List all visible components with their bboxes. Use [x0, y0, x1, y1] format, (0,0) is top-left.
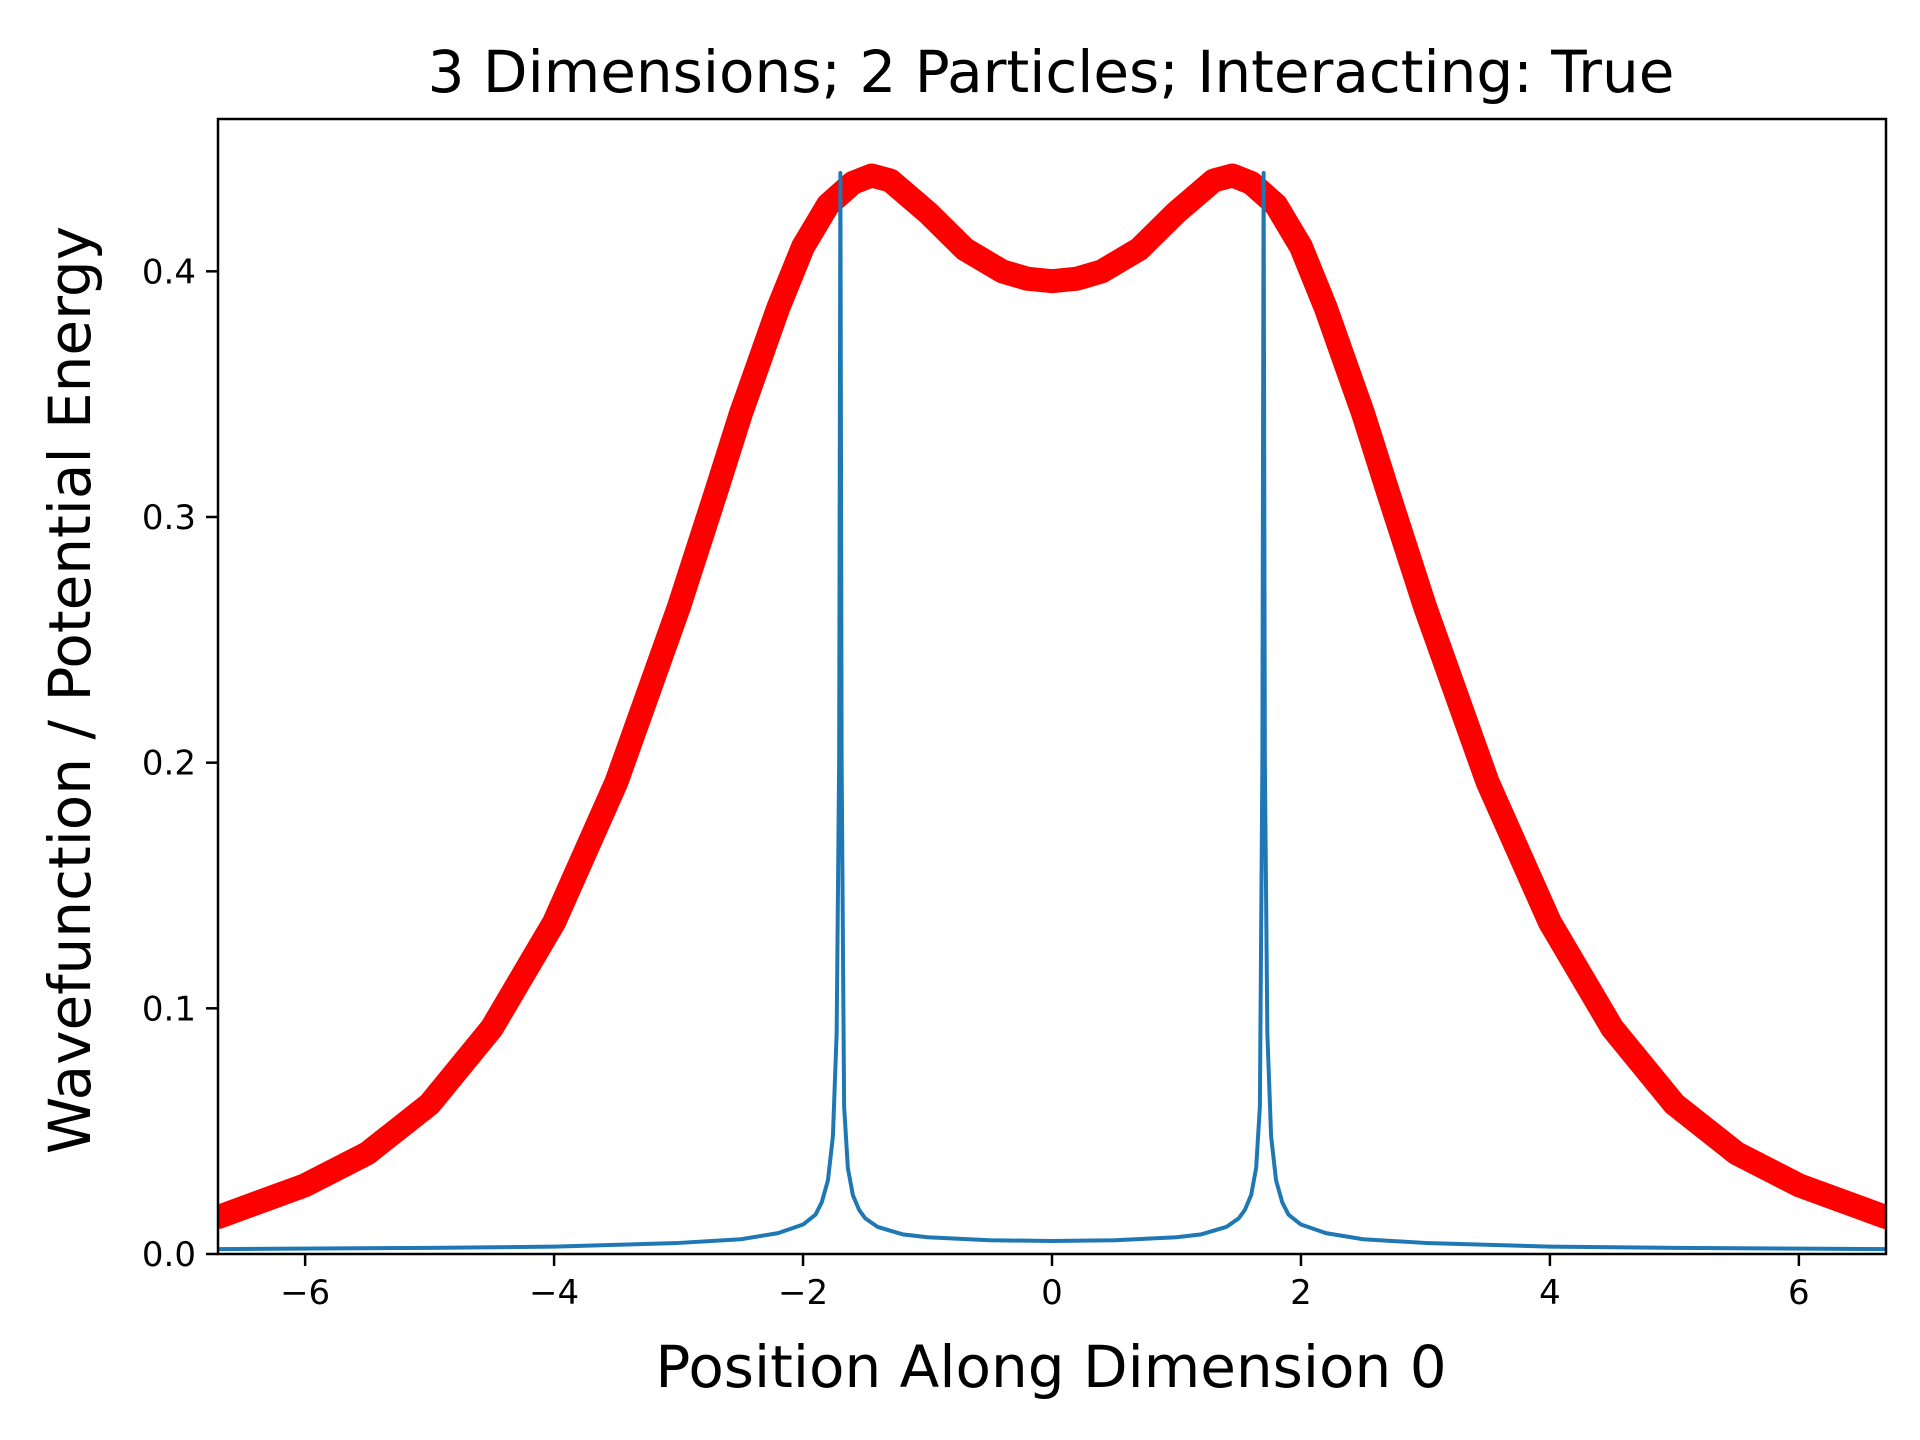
series-layer: [218, 173, 1886, 1249]
y-axis-label: Wavefunction / Potential Energy: [36, 226, 104, 1154]
x-axis-label: Position Along Dimension 0: [655, 1333, 1446, 1401]
x-tick-label: 4: [1539, 1273, 1561, 1313]
x-tick-label: 0: [1041, 1273, 1063, 1313]
x-tick-label: −6: [280, 1273, 330, 1313]
thick-red-series-line: [218, 176, 1886, 1218]
y-tick-label: 0.3: [142, 498, 196, 538]
x-axis: −6 −4 −2 0 2 4 6: [280, 1254, 1810, 1313]
thin-blue-series-line: [218, 173, 1886, 1249]
x-tick-label: −2: [778, 1273, 828, 1313]
y-tick-label: 0.1: [142, 989, 196, 1029]
x-tick-label: −4: [529, 1273, 579, 1313]
y-tick-label: 0.0: [142, 1235, 196, 1275]
y-axis: 0.0 0.1 0.2 0.3 0.4: [142, 252, 218, 1275]
x-tick-label: 6: [1788, 1273, 1810, 1313]
chart-title: 3 Dimensions; 2 Particles; Interacting: …: [428, 38, 1675, 106]
x-tick-label: 2: [1290, 1273, 1312, 1313]
y-tick-label: 0.4: [142, 252, 196, 292]
y-tick-label: 0.2: [142, 744, 196, 784]
